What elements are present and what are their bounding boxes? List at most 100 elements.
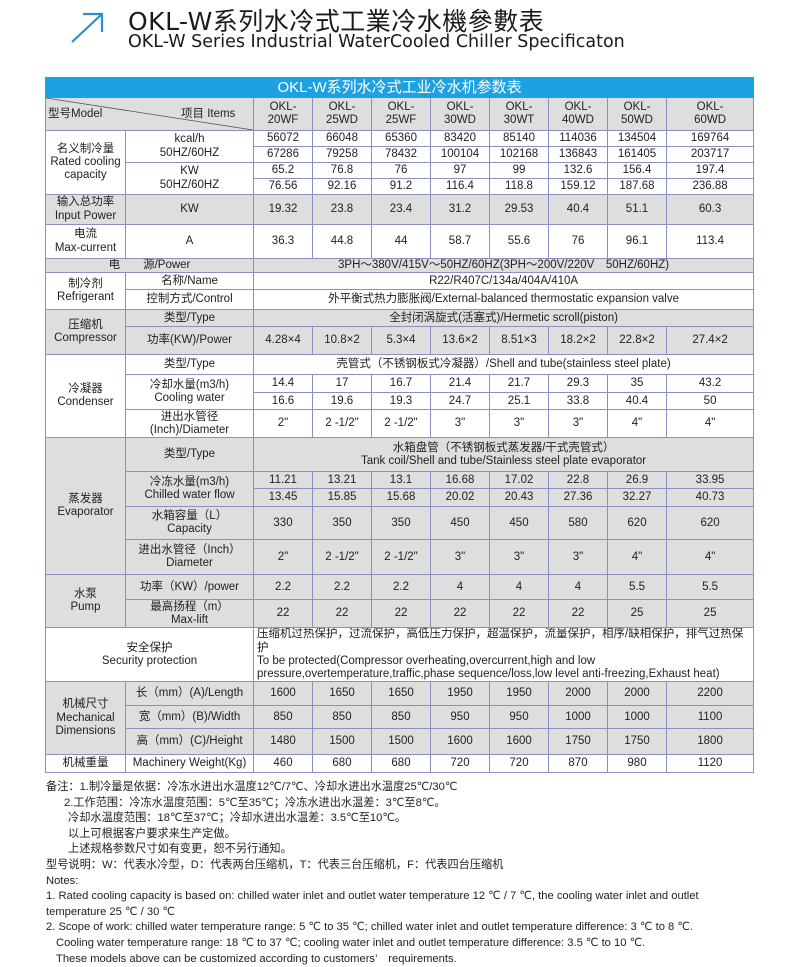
- table-row: 名义制冷量 Rated cooling capacity kcal/h 50HZ/…: [45, 130, 755, 195]
- value-cell: 15.85: [312, 488, 372, 508]
- value-cell: 22: [548, 599, 608, 629]
- arrow-icon: [71, 12, 104, 43]
- value-cell: 19.32: [253, 194, 313, 225]
- table-row: 水箱容量（L） Capacity 330 350 350 450 450 580 620 620: [45, 506, 755, 541]
- model-header-7: OKL- 60WD: [665, 97, 755, 131]
- value-cell: 16.6: [253, 392, 313, 411]
- value-cell: 76: [548, 224, 608, 259]
- value-cell: 36.3: [253, 224, 313, 259]
- value-cell: 1750: [548, 728, 608, 756]
- value-cell: 22.8: [548, 471, 608, 490]
- value-cell: 5.5: [607, 574, 667, 601]
- value-cell: 65.2: [253, 162, 313, 179]
- value-cell: 4.28×4: [253, 326, 313, 356]
- group-label: 电流 Max-current: [45, 224, 126, 259]
- item-label: 进出水管径 (Inch)/Diameter: [125, 409, 254, 439]
- value-cell: 161405: [607, 146, 667, 163]
- value-cell: 97: [430, 162, 490, 179]
- table-row: 冷冻水量(m3/h) Chilled water flow 11.21 13.21 1…: [45, 471, 755, 508]
- table-row: 蒸发器 Evaporator 类型/Type 水箱盘管（不锈钢板式蒸发器/干式壳管式…: [45, 437, 755, 576]
- value-cell: 51.1: [607, 194, 667, 225]
- spanning-value: 壳管式（不锈钢板式冷凝器）/Shell and tube(stainless s…: [252, 354, 755, 376]
- value-cell: 580: [548, 506, 608, 541]
- value-cell: 2 -1/2": [371, 539, 431, 576]
- value-cell: 870: [548, 754, 608, 774]
- value-cell: 4": [607, 539, 667, 576]
- value-cell: 114036: [548, 130, 608, 147]
- value-cell: 40.73: [665, 488, 755, 508]
- value-cell: 27.36: [548, 488, 608, 508]
- value-cell: 78432: [371, 146, 431, 163]
- value-cell: 23.8: [312, 194, 372, 225]
- value-cell: 55.6: [489, 224, 549, 259]
- value-cell: 16.68: [430, 471, 490, 490]
- table-row: 进出水管径 (Inch)/Diameter 2" 2 -1/2" 2 -1/2" 3" 3…: [45, 409, 755, 439]
- value-cell: 1100: [665, 705, 755, 730]
- value-cell: 3": [489, 409, 549, 439]
- value-cell: 1750: [607, 728, 667, 756]
- value-cell: 134504: [607, 130, 667, 147]
- group-label: 冷凝器 Condenser: [45, 354, 126, 439]
- item-label: 类型/Type: [125, 354, 254, 376]
- value-cell: 13.45: [253, 488, 313, 508]
- model-header-0: OKL- 20WF: [253, 97, 313, 131]
- value-cell: 2.2: [371, 574, 431, 601]
- value-cell: 19.3: [371, 392, 431, 411]
- value-cell: 1500: [371, 728, 431, 756]
- group-label: 蒸发器 Evaporator: [45, 437, 126, 576]
- item-label: 功率(KW)/Power: [125, 326, 254, 356]
- value-cell: 22: [253, 599, 313, 629]
- header-row: 型号Model 项目 Items OKL- 20WF OKL- 25WD OKL- 25…: [45, 97, 755, 131]
- value-cell: 2": [253, 409, 313, 439]
- item-label: 控制方式/Control: [125, 289, 254, 311]
- model-header-4: OKL- 30WT: [489, 97, 549, 131]
- value-cell: 5.5: [665, 574, 755, 601]
- value-cell: 4": [607, 409, 667, 439]
- value-cell: 980: [607, 754, 667, 774]
- value-cell: 17: [312, 374, 372, 394]
- group-label: 制冷剂 Refrigerant: [45, 272, 126, 311]
- value-cell: 850: [371, 705, 431, 730]
- value-cell: 40.4: [607, 392, 667, 411]
- value-cell: 22: [312, 599, 372, 629]
- item-label: KW: [125, 194, 254, 225]
- value-cell: 850: [312, 705, 372, 730]
- value-cell: 29.53: [489, 194, 549, 225]
- table-row: 冷凝器 Condenser 类型/Type 壳管式（不锈钢板式冷凝器）/Shell …: [45, 354, 755, 439]
- table-row: 控制方式/Control 外平衡式热力膨胀阀/External-balanced …: [45, 289, 755, 311]
- title-chinese: OKL-W系列水冷式工業冷水機參數表: [128, 7, 545, 36]
- value-cell: 1800: [665, 728, 755, 756]
- value-cell: 3": [430, 539, 490, 576]
- group-label: 机械尺寸 Mechanical Dimensions: [45, 681, 126, 756]
- value-cell: 24.7: [430, 392, 490, 411]
- value-cell: 18.2×2: [548, 326, 608, 356]
- item-label: Machinery Weight(Kg): [125, 754, 254, 774]
- value-cell: 25.1: [489, 392, 549, 411]
- table-row: KW 50HZ/60HZ 65.2 76.8 76 97 99 132.6 156.4 197.…: [45, 162, 755, 195]
- value-cell: 2000: [607, 681, 667, 707]
- value-cell: 187.68: [607, 178, 667, 195]
- value-cell: 1480: [253, 728, 313, 756]
- table-row: 制冷剂 Refrigerant 名称/Name R22/R407C/134a/404…: [45, 272, 755, 311]
- value-cell: 1500: [312, 728, 372, 756]
- table-row: 安全保护 Security protection 压缩机过热保护，过流保护，高低压…: [45, 627, 755, 683]
- value-cell: 40.4: [548, 194, 608, 225]
- value-cell: 1950: [489, 681, 549, 707]
- note-cn-2: 2.工作范围：冷冻水温度范围：5℃至35℃；冷冻水进出水温差：3℃至8℃。: [64, 796, 446, 809]
- note-en-4: Cooling water temperature range: 18 ℃ to…: [56, 936, 646, 949]
- table-row: 水泵 Pump 功率（KW）/power 2.2 2.2 2.2 4 4 4 5.5 5.5: [45, 574, 755, 629]
- spanning-value: 全封闭涡旋式(活塞式)/Hermetic scroll(piston): [252, 309, 755, 328]
- value-cell: 22: [371, 599, 431, 629]
- items-label: 项目 Items: [181, 108, 236, 120]
- row-label: 电 源/Power: [45, 257, 254, 274]
- value-cell: 32.27: [607, 488, 667, 508]
- value-cell: 26.9: [607, 471, 667, 490]
- value-cell: 720: [489, 754, 549, 774]
- value-cell: 76.8: [312, 162, 372, 179]
- table-row: 电流 Max-current A 36.3 44.8 44 58.7 55.6 76 96.1 1…: [45, 224, 755, 259]
- value-cell: 2 -1/2": [312, 539, 372, 576]
- value-cell: 1000: [607, 705, 667, 730]
- value-cell: 15.68: [371, 488, 431, 508]
- value-cell: 3": [489, 539, 549, 576]
- table-title: OKL-W系列水冷式工业冷水机参数表: [44, 77, 755, 98]
